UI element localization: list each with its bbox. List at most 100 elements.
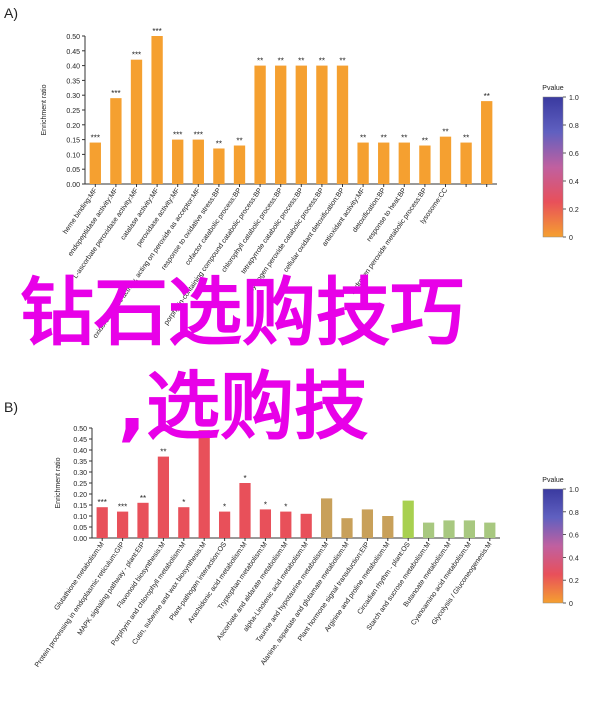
bar bbox=[320, 498, 333, 538]
bar-significance-label: * bbox=[264, 500, 267, 509]
bar-significance-label: *** bbox=[98, 498, 107, 507]
bar bbox=[378, 142, 390, 184]
y-tick-label: 0.15 bbox=[73, 503, 87, 510]
bar bbox=[341, 518, 353, 538]
x-tick-label: Protein processing in endoplasmic reticu… bbox=[34, 541, 127, 669]
y-tick-label: 0.40 bbox=[73, 448, 87, 455]
bar bbox=[419, 145, 431, 184]
legend-colorbar bbox=[542, 488, 564, 604]
bar bbox=[178, 507, 190, 538]
bar-significance-label: ** bbox=[216, 139, 222, 148]
bar bbox=[361, 509, 374, 538]
bar-significance-label: *** bbox=[173, 131, 182, 140]
y-tick-label: 0.25 bbox=[73, 481, 87, 488]
bar bbox=[192, 139, 204, 184]
bar-significance-label: *** bbox=[132, 51, 141, 60]
legend-tick-label: 0.6 bbox=[569, 151, 579, 158]
panel-label: A) bbox=[4, 5, 18, 21]
bar-significance-label: ** bbox=[298, 57, 304, 66]
bar bbox=[89, 142, 101, 184]
bar bbox=[484, 522, 496, 538]
x-tick-label: porphyrin-containing compound catabolic … bbox=[163, 187, 264, 327]
bar bbox=[116, 511, 129, 538]
bar bbox=[233, 145, 246, 184]
bar-significance-label: ** bbox=[463, 134, 469, 143]
bar bbox=[172, 139, 184, 184]
x-tick-label: response to heat:BP bbox=[366, 187, 408, 243]
bar bbox=[218, 511, 231, 538]
panel-label: B) bbox=[4, 399, 18, 415]
y-tick-label: 0.15 bbox=[66, 138, 80, 145]
bar-significance-label: ** bbox=[422, 137, 428, 146]
y-tick-label: 0.30 bbox=[66, 93, 80, 100]
y-tick-label: 0.35 bbox=[66, 78, 80, 85]
bar-significance-label: *** bbox=[91, 134, 100, 143]
bar bbox=[130, 59, 143, 184]
bar-significance-label: *** bbox=[111, 89, 120, 98]
bar-significance-label: *** bbox=[152, 27, 161, 36]
bar-significance-label: ** bbox=[257, 57, 263, 66]
legend-tick-label: 0.2 bbox=[569, 207, 579, 214]
bar-significance-label: * bbox=[284, 503, 287, 512]
bar-significance-label: ** bbox=[140, 494, 146, 503]
legend-tick-label: 0 bbox=[569, 235, 573, 242]
bar bbox=[402, 500, 414, 538]
legend-title: Pvalue bbox=[542, 477, 564, 484]
bar bbox=[213, 148, 225, 184]
y-tick-label: 0.45 bbox=[73, 437, 87, 444]
bar bbox=[481, 101, 493, 184]
bar-significance-label: ** bbox=[442, 128, 448, 137]
bar bbox=[382, 516, 394, 538]
bar-significance-label: ** bbox=[401, 134, 407, 143]
bar bbox=[336, 65, 349, 184]
y-axis-label: Enrichment ratio bbox=[41, 84, 48, 135]
bar bbox=[463, 520, 476, 538]
bar bbox=[239, 483, 251, 538]
legend-tick-label: 1.0 bbox=[569, 487, 579, 494]
legend-tick-label: 1.0 bbox=[569, 95, 579, 102]
bar bbox=[422, 522, 435, 538]
bar bbox=[295, 65, 307, 184]
y-tick-label: 0.50 bbox=[66, 34, 80, 41]
y-tick-label: 0.00 bbox=[66, 182, 80, 189]
bar-significance-label: ** bbox=[360, 134, 366, 143]
bar-significance-label: *** bbox=[118, 503, 127, 512]
y-tick-label: 0.25 bbox=[66, 108, 80, 115]
bar bbox=[198, 430, 210, 538]
bar-significance-label: ** bbox=[201, 421, 207, 430]
bar-significance-label: ** bbox=[381, 134, 387, 143]
bar bbox=[254, 65, 266, 184]
y-tick-label: 0.20 bbox=[73, 492, 87, 499]
bar bbox=[316, 65, 328, 184]
bar bbox=[398, 142, 410, 184]
bar bbox=[151, 36, 163, 184]
y-tick-label: 0.10 bbox=[66, 152, 80, 159]
bar-significance-label: *** bbox=[194, 131, 203, 140]
bar bbox=[259, 509, 272, 538]
x-tick-label: hydrogen peroxide metabolic process:BP bbox=[350, 187, 429, 296]
x-tick-label: hydrogen peroxide catabolic process:BP bbox=[248, 187, 326, 294]
legend-tick-label: 0.8 bbox=[569, 510, 579, 517]
y-tick-label: 0.50 bbox=[73, 426, 87, 433]
bar bbox=[275, 65, 287, 184]
bar bbox=[157, 456, 170, 538]
legend-tick-label: 0 bbox=[569, 601, 573, 608]
bar-significance-label: ** bbox=[319, 57, 325, 66]
y-tick-label: 0.30 bbox=[73, 470, 87, 477]
bar-significance-label: * bbox=[182, 498, 185, 507]
bar bbox=[280, 511, 292, 538]
bar bbox=[357, 142, 369, 184]
bar-significance-label: * bbox=[243, 474, 246, 483]
legend-tick-label: 0.6 bbox=[569, 533, 579, 540]
bar bbox=[460, 142, 472, 184]
bar-significance-label: ** bbox=[278, 57, 284, 66]
x-tick-label: Porphyrin and chlorophyll metabolism:M bbox=[110, 541, 187, 647]
legend-colorbar bbox=[542, 96, 564, 238]
bar bbox=[110, 98, 122, 184]
y-tick-label: 0.20 bbox=[66, 123, 80, 130]
bar-significance-label: ** bbox=[236, 137, 242, 146]
bar-significance-label: * bbox=[223, 503, 226, 512]
bar bbox=[137, 502, 149, 538]
legend-tick-label: 0.4 bbox=[569, 179, 579, 186]
